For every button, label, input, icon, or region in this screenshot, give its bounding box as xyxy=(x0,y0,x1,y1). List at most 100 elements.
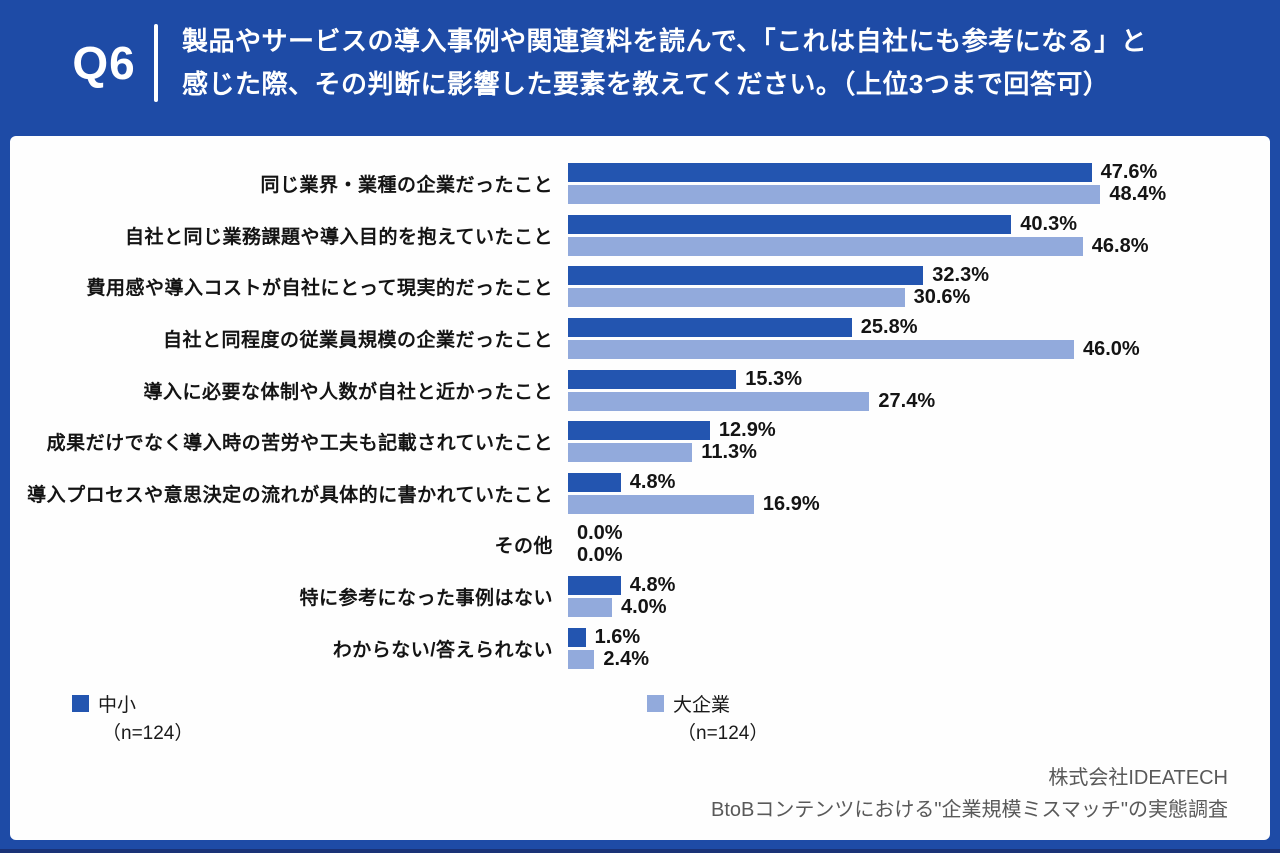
bar-line-smb: 25.8% xyxy=(568,316,1270,339)
chart-row: 特に参考になった事例はない 4.8% 4.0% xyxy=(10,571,1270,623)
chart-row: 成果だけでなく導入時の苦労や工夫も記載されていたこと 12.9% 11.3% xyxy=(10,416,1270,468)
bar-enterprise xyxy=(568,236,1083,256)
bottom-edge-strip xyxy=(0,849,1280,853)
bar-group: 40.3% 46.8% xyxy=(568,213,1270,257)
bar-line-enterprise: 16.9% xyxy=(568,493,1270,515)
bar-smb xyxy=(568,318,852,338)
bar-enterprise xyxy=(568,494,754,514)
bar-smb xyxy=(568,163,1092,183)
category-label: 費用感や導入コストが自社にとって現実的だったこと xyxy=(86,278,553,300)
value-label: 0.0% xyxy=(577,544,623,567)
value-label: 2.4% xyxy=(603,647,649,670)
bar-line-enterprise: 48.4% xyxy=(568,183,1270,206)
bar-group: 0.0% 0.0% xyxy=(568,522,1270,567)
value-label: 1.6% xyxy=(594,625,641,648)
bar-smb xyxy=(568,421,710,441)
value-label: 46.0% xyxy=(1083,338,1140,361)
bar-line-smb: 32.3% xyxy=(568,264,1270,287)
value-label: 47.6% xyxy=(1100,161,1158,184)
question-line-1: 製品やサービスの導入事例や関連資料を読んで、「これは自社にも参考になる」と xyxy=(182,26,1148,56)
legend-item-enterprise: 大企業 （n=124） xyxy=(647,692,768,748)
chart-row: 自社と同程度の従業員規模の企業だったこと 25.8% 46.0% xyxy=(10,313,1270,365)
value-label: 12.9% xyxy=(718,419,776,442)
bar-line-smb: 15.3% xyxy=(568,368,1270,390)
bar-line-enterprise: 46.0% xyxy=(568,338,1270,361)
bar-enterprise xyxy=(568,340,1074,360)
bar-smb xyxy=(568,214,1012,234)
bar-group: 32.3% 30.6% xyxy=(568,264,1270,309)
category-label: その他 xyxy=(494,536,553,558)
bar-line-smb: 1.6% xyxy=(568,626,1270,648)
survey-title: BtoBコンテンツにおける"企業規模ミスマッチ"の実態調査 xyxy=(711,799,1228,821)
value-label: 4.8% xyxy=(629,470,676,493)
bar-enterprise xyxy=(568,391,870,411)
chart-row: 自社と同じ業務課題や導入目的を抱えていたこと 40.3% 46.8% xyxy=(10,210,1270,262)
chart-row: 同じ業界・業種の企業だったこと 47.6% 48.4% xyxy=(10,158,1270,210)
header-divider xyxy=(154,24,158,102)
value-label: 0.0% xyxy=(577,522,623,545)
bar-line-smb: 47.6% xyxy=(568,161,1270,184)
value-label: 15.3% xyxy=(745,367,803,390)
category-label: わからない/答えられない xyxy=(332,639,553,661)
category-label: 導入に必要な体制や人数が自社と近かったこと xyxy=(143,381,553,403)
bar-line-enterprise: 2.4% xyxy=(568,648,1270,670)
bar-line-smb: 4.8% xyxy=(568,471,1270,493)
bar-enterprise xyxy=(568,185,1101,205)
bar-group: 47.6% 48.4% xyxy=(568,161,1270,206)
question-line-2: 感じた際、その判断に影響した要素を教えてください。（上位3つまで回答可） xyxy=(182,69,1110,99)
source-credit: 株式会社IDEATECH BtoBコンテンツにおける"企業規模ミスマッチ"の実態… xyxy=(711,762,1228,826)
bar-line-enterprise: 4.0% xyxy=(568,596,1270,619)
bar-smb xyxy=(568,472,621,492)
company-name: 株式会社IDEATECH xyxy=(1048,767,1228,789)
value-label: 4.8% xyxy=(629,574,676,597)
legend-label-smb: 中小 （n=124） xyxy=(98,692,193,748)
chart-row: わからない/答えられない 1.6% 2.4% xyxy=(10,622,1270,674)
bar-enterprise xyxy=(568,649,595,669)
bar-line-smb: 0.0% xyxy=(568,522,1270,545)
chart-card: 同じ業界・業種の企業だったこと 47.6% 48.4% 自社と同じ業務課題や導入目的を… xyxy=(10,136,1270,840)
category-label: 同じ業界・業種の企業だったこと xyxy=(260,175,553,197)
bar-line-enterprise: 27.4% xyxy=(568,390,1270,412)
chart-legend: 中小 （n=124） 大企業 （n=124） xyxy=(10,692,1270,762)
category-label: 導入プロセスや意思決定の流れが具体的に書かれていたこと xyxy=(27,484,553,506)
legend-n-enterprise: （n=124） xyxy=(677,723,769,744)
value-label: 4.0% xyxy=(621,596,667,619)
bar-smb xyxy=(568,627,586,647)
bar-smb xyxy=(568,576,621,596)
chart-row: 導入に必要な体制や人数が自社と近かったこと 15.3% 27.4% xyxy=(10,364,1270,416)
legend-name-enterprise: 大企業 xyxy=(673,695,731,716)
chart-row: その他 0.0% 0.0% xyxy=(10,519,1270,571)
value-label: 16.9% xyxy=(762,492,820,515)
legend-label-enterprise: 大企業 （n=124） xyxy=(673,692,768,748)
question-header: Q6 製品やサービスの導入事例や関連資料を読んで、「これは自社にも参考になる」と… xyxy=(0,0,1280,136)
value-label: 30.6% xyxy=(913,286,971,309)
chart-row: 費用感や導入コストが自社にとって現実的だったこと 32.3% 30.6% xyxy=(10,261,1270,313)
bar-line-enterprise: 0.0% xyxy=(568,544,1270,567)
question-text: 製品やサービスの導入事例や関連資料を読んで、「これは自社にも参考になる」と 感じ… xyxy=(182,20,1147,106)
bar-line-smb: 40.3% xyxy=(568,213,1270,235)
category-label: 自社と同じ業務課題や導入目的を抱えていたこと xyxy=(124,226,553,248)
category-label: 成果だけでなく導入時の苦労や工夫も記載されていたこと xyxy=(46,433,553,455)
bar-smb xyxy=(568,369,737,389)
bar-group: 25.8% 46.0% xyxy=(568,316,1270,361)
bar-enterprise xyxy=(568,443,693,463)
bar-line-enterprise: 11.3% xyxy=(568,441,1270,464)
value-label: 27.4% xyxy=(878,389,936,412)
bar-line-smb: 4.8% xyxy=(568,574,1270,597)
bar-group: 1.6% 2.4% xyxy=(568,626,1270,670)
question-number: Q6 xyxy=(72,37,136,89)
legend-swatch-smb xyxy=(72,695,89,712)
category-label: 特に参考になった事例はない xyxy=(299,588,553,610)
bar-line-enterprise: 46.8% xyxy=(568,235,1270,257)
bar-enterprise xyxy=(568,598,612,618)
bar-group: 4.8% 4.0% xyxy=(568,574,1270,619)
bar-group: 4.8% 16.9% xyxy=(568,471,1270,515)
bar-group: 12.9% 11.3% xyxy=(568,419,1270,464)
value-label: 48.4% xyxy=(1109,183,1167,206)
legend-n-smb: （n=124） xyxy=(102,723,194,744)
value-label: 11.3% xyxy=(701,441,757,464)
chart-row: 導入プロセスや意思決定の流れが具体的に書かれていたこと 4.8% 16.9% xyxy=(10,468,1270,520)
bar-enterprise xyxy=(568,288,905,308)
legend-item-smb: 中小 （n=124） xyxy=(72,692,193,748)
value-label: 25.8% xyxy=(860,316,918,339)
